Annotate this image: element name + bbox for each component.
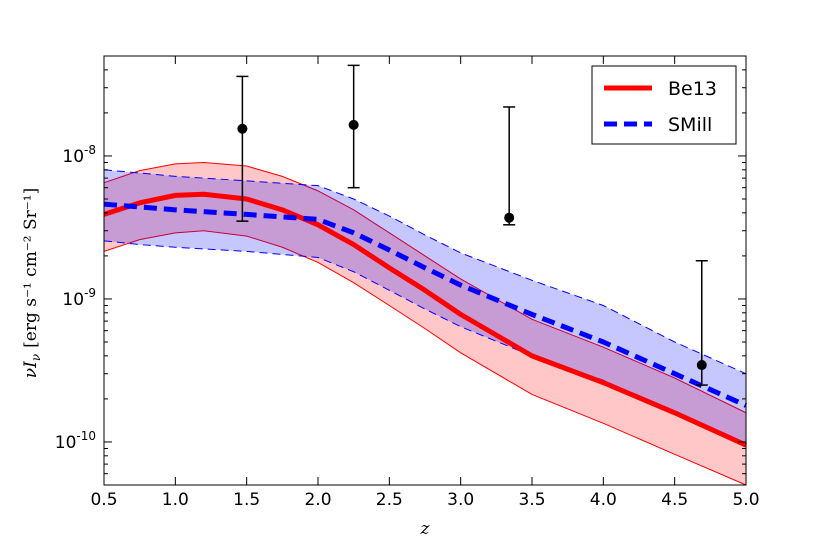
legend-box bbox=[591, 65, 737, 145]
x-tick-label: 1.5 bbox=[233, 490, 260, 510]
x-tick-label: 0.5 bbox=[90, 490, 117, 510]
svg-text:νIν[erg s⁻¹ cm⁻² Sr⁻¹]: νIν[erg s⁻¹ cm⁻² Sr⁻¹] bbox=[21, 188, 43, 378]
x-tick-label: 5.0 bbox=[732, 490, 759, 510]
x-tick-label: 3.5 bbox=[518, 490, 545, 510]
y-axis-label: νIν[erg s⁻¹ cm⁻² Sr⁻¹] bbox=[21, 188, 43, 378]
axes: 0.5 1.0 1.5 2.0 2.5 3.0 3.5 4.0 4.5 5.0 10-8 10-9 10… bbox=[55, 55, 760, 510]
smill-band-upper bbox=[103, 169, 747, 375]
x-tick-label: 3.0 bbox=[447, 490, 474, 510]
be13-band bbox=[104, 162, 746, 485]
be13-line bbox=[103, 191, 748, 448]
data-marker bbox=[696, 360, 707, 371]
x-tick-label: 2.5 bbox=[376, 490, 403, 510]
x-tick-label: 4.5 bbox=[661, 490, 688, 510]
x-tick-label: 2.0 bbox=[304, 490, 331, 510]
be13-line-legend-label: Be13 bbox=[668, 78, 717, 100]
y-tick-label: 10-8 bbox=[62, 143, 96, 167]
smill-band bbox=[104, 169, 746, 446]
data-marker bbox=[237, 123, 248, 134]
plot-area bbox=[103, 64, 748, 486]
data-marker bbox=[504, 212, 515, 223]
data-point-4 bbox=[695, 259, 708, 386]
legend: Be13 SMill bbox=[591, 65, 737, 145]
data-point-1 bbox=[236, 75, 249, 222]
smill-line-legend-label: SMill bbox=[668, 114, 712, 136]
plot-frame bbox=[103, 55, 747, 486]
x-axis-label: z bbox=[420, 519, 431, 539]
data-point-3 bbox=[503, 106, 516, 226]
be13-band-lower bbox=[103, 230, 747, 486]
y-tick-label: 10-10 bbox=[55, 429, 96, 453]
data-point-2 bbox=[347, 64, 360, 189]
data-marker bbox=[348, 119, 359, 130]
x-tick-label: 4.0 bbox=[590, 490, 617, 510]
x-tick-label: 1.0 bbox=[162, 490, 189, 510]
be13-band-upper bbox=[103, 161, 747, 414]
y-tick-label: 10-9 bbox=[62, 286, 96, 310]
smill-line bbox=[103, 201, 748, 408]
